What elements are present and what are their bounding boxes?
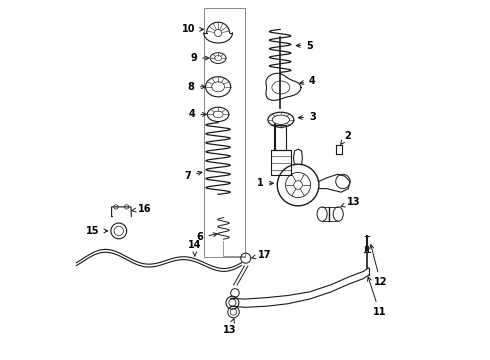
Text: 5: 5 [296,41,313,50]
Text: 1: 1 [257,178,273,188]
Bar [271,150,291,175]
Text: 4: 4 [189,109,206,120]
Text: 16: 16 [132,204,151,214]
Text: 14: 14 [188,240,201,256]
Text: 4: 4 [300,76,316,86]
Text: 7: 7 [184,171,202,181]
Text: 12: 12 [370,245,387,287]
Text: 3: 3 [298,112,316,122]
Text: 9: 9 [190,53,209,63]
Text: 17: 17 [252,249,272,260]
Text: 13: 13 [341,197,361,207]
Text: 11: 11 [368,277,386,317]
Text: 6: 6 [197,232,217,242]
Text: 10: 10 [182,24,203,35]
Text: 8: 8 [188,82,205,92]
Bar [204,8,245,257]
Text: 15: 15 [86,226,108,236]
Text: 13: 13 [223,319,237,335]
Text: 2: 2 [341,131,350,144]
